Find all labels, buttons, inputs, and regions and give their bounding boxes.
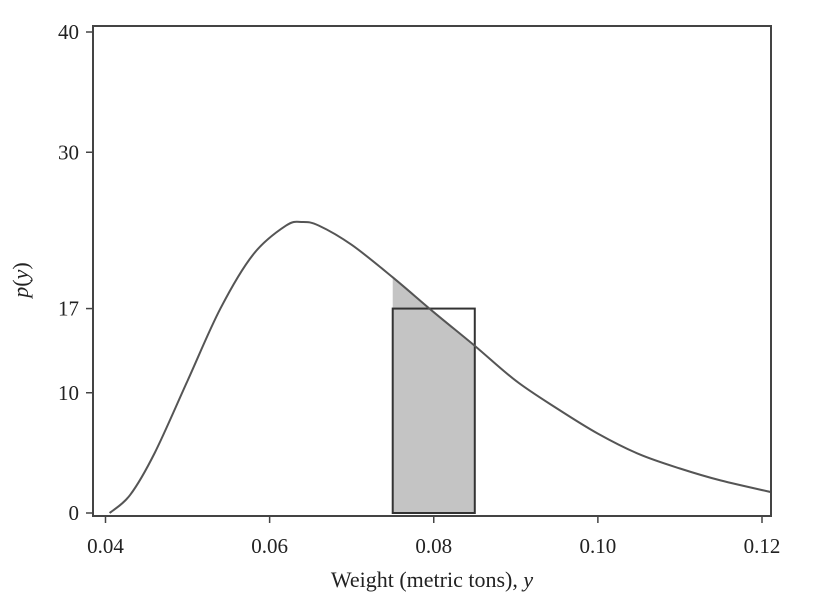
y-tick-label: 40	[58, 20, 79, 44]
x-tick-label: 0.04	[87, 534, 124, 558]
y-axis-title-close: )	[8, 262, 33, 269]
x-tick-label: 0.08	[415, 534, 452, 558]
y-axis-title-var: y	[8, 269, 33, 281]
x-axis-title-var: y	[521, 567, 533, 592]
density-curve	[108, 220, 771, 514]
y-tick-label: 30	[58, 140, 79, 164]
x-tick-label: 0.06	[251, 534, 288, 558]
x-axis-title-text: Weight (metric tons),	[331, 567, 524, 592]
y-tick-label: 0	[69, 501, 80, 525]
x-axis-ticks: 0.04 0.06 0.08 0.10 0.12	[87, 516, 780, 558]
x-axis-title: Weight (metric tons), y	[331, 567, 534, 592]
plot-area	[92, 25, 772, 517]
approximation-rectangle	[391, 307, 476, 515]
y-axis-title: p(y)	[8, 262, 33, 299]
x-tick-label: 0.12	[744, 534, 781, 558]
y-tick-label: 17	[58, 297, 79, 321]
plot-frame	[92, 25, 772, 517]
y-tick-label: 10	[58, 381, 79, 405]
y-axis-ticks: 0 10 17 30 40	[58, 20, 93, 525]
x-tick-label: 0.10	[580, 534, 617, 558]
y-axis-title-open: (	[8, 279, 33, 286]
y-axis-title-func: p	[8, 287, 33, 300]
shaded-probability-area	[392, 277, 475, 513]
